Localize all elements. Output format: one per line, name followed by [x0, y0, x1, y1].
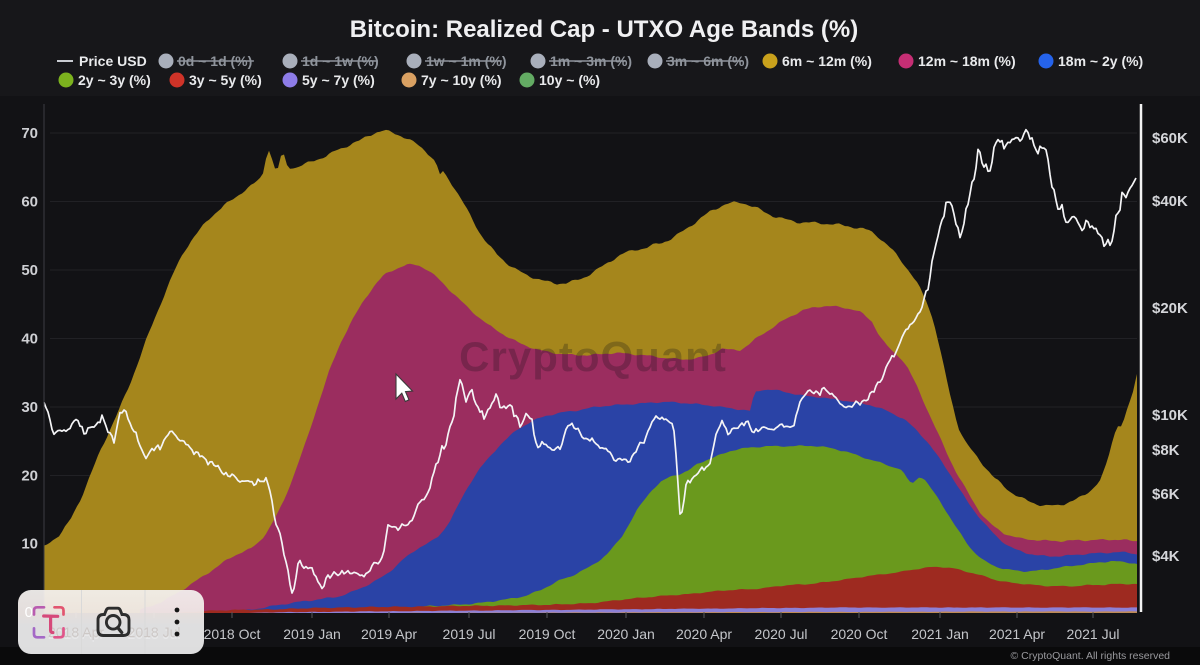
- svg-text:60: 60: [21, 194, 38, 211]
- svg-text:12m ~ 18m (%): 12m ~ 18m (%): [918, 53, 1016, 69]
- svg-text:2021 Jul: 2021 Jul: [1067, 626, 1120, 642]
- svg-text:2020 Apr: 2020 Apr: [676, 626, 732, 642]
- svg-text:$10K: $10K: [1152, 407, 1188, 424]
- svg-text:10: 10: [21, 536, 38, 553]
- svg-text:© CryptoQuant. All rights rese: © CryptoQuant. All rights reserved: [1011, 650, 1171, 662]
- svg-text:5y ~ 7y (%): 5y ~ 7y (%): [302, 72, 375, 88]
- svg-text:$40K: $40K: [1152, 193, 1188, 210]
- svg-text:3y ~ 5y (%): 3y ~ 5y (%): [189, 72, 262, 88]
- svg-text:2018 Oct: 2018 Oct: [204, 626, 261, 642]
- svg-text:$60K: $60K: [1152, 130, 1188, 147]
- svg-text:2y ~ 3y (%): 2y ~ 3y (%): [78, 72, 151, 88]
- svg-text:2020 Jul: 2020 Jul: [755, 626, 808, 642]
- svg-text:$8K: $8K: [1152, 442, 1180, 459]
- svg-text:2020 Jan: 2020 Jan: [597, 626, 655, 642]
- svg-text:2019 Jul: 2019 Jul: [443, 626, 496, 642]
- svg-text:2021 Jan: 2021 Jan: [911, 626, 969, 642]
- svg-text:$20K: $20K: [1152, 300, 1188, 317]
- svg-text:70: 70: [21, 125, 38, 142]
- svg-text:0: 0: [25, 604, 33, 621]
- svg-text:2018 Jul: 2018 Jul: [128, 624, 181, 640]
- svg-text:10y ~ (%): 10y ~ (%): [539, 72, 600, 88]
- svg-text:30: 30: [21, 399, 38, 416]
- svg-text:2020 Oct: 2020 Oct: [831, 626, 888, 642]
- svg-text:2019 Jan: 2019 Jan: [283, 626, 341, 642]
- svg-text:50: 50: [21, 262, 38, 279]
- svg-text:40: 40: [21, 331, 38, 348]
- svg-text:2019 Oct: 2019 Oct: [519, 626, 576, 642]
- svg-text:18m ~ 2y (%): 18m ~ 2y (%): [1058, 53, 1143, 69]
- svg-text:$6K: $6K: [1152, 486, 1180, 503]
- svg-text:7y ~ 10y (%): 7y ~ 10y (%): [421, 72, 502, 88]
- svg-text:2021 Apr: 2021 Apr: [989, 626, 1045, 642]
- svg-text:CryptoQuant: CryptoQuant: [459, 333, 727, 380]
- svg-text:6m ~ 12m (%): 6m ~ 12m (%): [782, 53, 872, 69]
- svg-text:20: 20: [21, 468, 38, 485]
- svg-text:$4K: $4K: [1152, 548, 1180, 565]
- svg-text:Price USD: Price USD: [79, 53, 147, 69]
- svg-text:2019 Apr: 2019 Apr: [361, 626, 417, 642]
- svg-text:Bitcoin: Realized Cap - UTXO A: Bitcoin: Realized Cap - UTXO Age Bands (…: [350, 16, 859, 43]
